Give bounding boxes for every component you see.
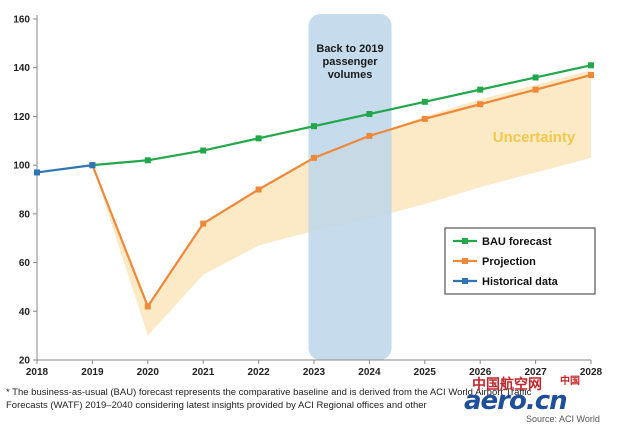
footnote-line-2: Forecasts (WATF) 2019–2040 considering l…	[6, 400, 427, 411]
data-point-bau-forecast	[532, 74, 539, 81]
y-tick-label: 60	[19, 258, 31, 269]
footnote: * The business-as-usual (BAU) forecast r…	[6, 386, 606, 412]
aero-cn-watermark: 中国航空网 中国 aero.cn Source: ACI World	[462, 372, 612, 424]
x-tick-label: 2028	[580, 367, 603, 378]
footnote-line-1: * The business-as-usual (BAU) forecast r…	[6, 387, 532, 398]
highlight-band-label-line: volumes	[328, 69, 373, 81]
data-point-projection	[588, 72, 594, 79]
data-point-projection	[366, 132, 373, 139]
data-point-bau-forecast	[311, 123, 317, 130]
y-tick-label: 20	[19, 356, 31, 367]
data-point-bau-forecast	[255, 135, 262, 142]
y-tick-label: 140	[13, 63, 30, 74]
data-point-historical-data	[34, 169, 40, 176]
x-tick-label: 2019	[81, 367, 104, 378]
data-point-projection	[311, 154, 317, 161]
data-point-projection	[200, 220, 207, 227]
legend-swatch-marker	[462, 258, 468, 264]
x-tick-label: 2025	[414, 367, 437, 378]
data-point-bau-forecast	[588, 62, 594, 69]
data-point-bau-forecast	[366, 110, 373, 117]
series-line-bau-forecast	[92, 64, 592, 167]
x-tick-label: 2024	[358, 367, 381, 378]
y-tick-label: 40	[19, 307, 31, 318]
y-tick-label: 160	[13, 15, 30, 26]
watermark-source: Source: ACI World	[526, 414, 600, 424]
data-point-bau-forecast	[200, 147, 207, 154]
legend-swatch-marker	[462, 238, 468, 244]
data-point-bau-forecast	[421, 98, 428, 105]
y-tick-label: 80	[19, 209, 31, 220]
data-point-bau-forecast	[477, 86, 484, 93]
x-tick-label: 2020	[137, 367, 160, 378]
watermark-brand: aero.cn	[464, 386, 568, 416]
x-tick-label: 2021	[192, 367, 215, 378]
x-tick-label: 2018	[26, 367, 49, 378]
labels-layer: Uncertainty	[493, 129, 576, 146]
axes-layer: 20 40 60 80 100 120 140 160 2018 2019 2020 2021 2022…	[13, 15, 602, 379]
legend-label: Historical data	[482, 276, 559, 288]
highlight-band-label-line: Back to 2019	[316, 43, 383, 55]
watermark-cn-small: 中国	[560, 376, 580, 387]
series-line-projection	[91, 73, 592, 308]
highlight-band	[308, 14, 392, 360]
x-tick-label: 2027	[524, 367, 547, 378]
data-point-historical-data	[89, 162, 96, 169]
legend-swatch-marker	[462, 278, 468, 284]
data-point-projection	[255, 186, 262, 193]
series-line-historical-data	[36, 164, 93, 174]
uncertainty-label: Uncertainty	[493, 129, 576, 146]
x-tick-label: 2026	[469, 367, 492, 378]
data-point-projection	[477, 101, 484, 108]
highlight-band-label-line: passenger	[322, 56, 378, 68]
series-layer	[34, 62, 594, 310]
x-tick-label: 2023	[303, 367, 326, 378]
legend-label: Projection	[482, 256, 536, 268]
data-point-bau-forecast	[144, 157, 151, 164]
data-point-projection	[144, 303, 151, 310]
data-point-projection	[532, 86, 539, 93]
data-point-projection	[421, 115, 428, 122]
watermark-cn-text: 中国航空网	[472, 377, 542, 393]
y-tick-label: 120	[13, 112, 30, 123]
legend-layer: BAU forecast Projection Historical data	[444, 227, 596, 295]
x-tick-label: 2022	[247, 367, 270, 378]
legend-label: BAU forecast	[482, 236, 552, 248]
y-tick-label: 100	[13, 161, 30, 172]
